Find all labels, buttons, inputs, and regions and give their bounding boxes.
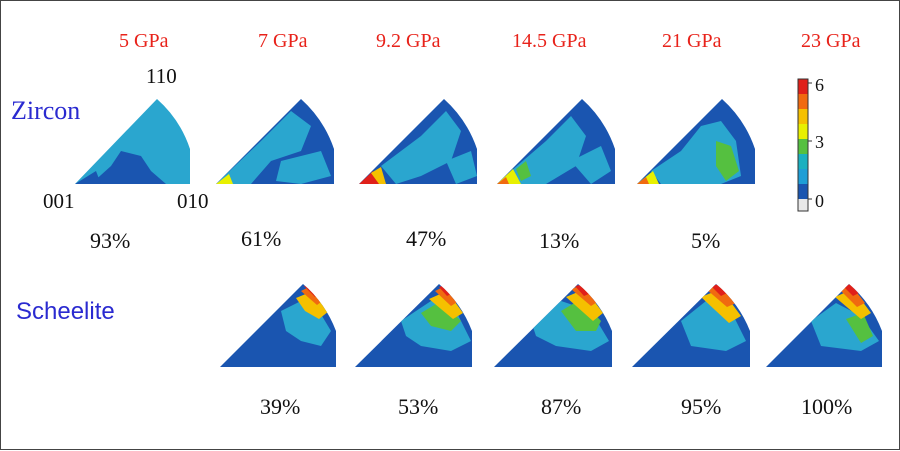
pressure-label-1: 5 GPa xyxy=(119,30,169,52)
pressure-label-3: 9.2 GPa xyxy=(376,30,441,52)
pressure-label-6: 23 GPa xyxy=(801,30,861,52)
pressure-label-4: 14.5 GPa xyxy=(512,30,587,52)
colorbar: 6 3 0 xyxy=(797,75,824,212)
scheelite-fraction-7gpa: 39% xyxy=(260,394,300,419)
ipf-scheelite-23gpa xyxy=(766,284,882,367)
phase-label-scheelite: Scheelite xyxy=(16,298,115,325)
scheelite-fraction-9.2gpa: 53% xyxy=(398,394,438,419)
ipf-zircon-7gpa xyxy=(216,99,334,184)
colorbar-tick-3: 3 xyxy=(815,132,824,152)
ipf-scheelite-21gpa xyxy=(632,284,750,367)
scheelite-fraction-21gpa: 95% xyxy=(681,394,721,419)
zircon-fraction-9.2gpa: 47% xyxy=(406,226,446,251)
zircon-fractions: 93% 61% 47% 13% 5% xyxy=(90,226,720,253)
phase-label-zircon: Zircon xyxy=(11,96,80,125)
zircon-fraction-14.5gpa: 13% xyxy=(539,228,579,253)
colorbar-tick-0: 0 xyxy=(815,191,824,211)
ipf-scheelite-9.2gpa xyxy=(355,284,472,367)
zircon-fraction-21gpa: 5% xyxy=(691,228,720,253)
scheelite-fraction-23gpa: 100% xyxy=(801,394,852,419)
ipf-zircon-14.5gpa xyxy=(497,99,615,184)
ipf-zircon-21gpa xyxy=(637,99,755,184)
zircon-fraction-5gpa: 93% xyxy=(90,228,130,253)
ipf-zircon-5gpa xyxy=(75,99,190,184)
ipf-zircon-9.2gpa xyxy=(359,99,477,184)
orientation-label-001: 001 xyxy=(43,189,75,213)
ipf-scheelite-14.5gpa xyxy=(494,284,612,367)
orientation-label-010: 010 xyxy=(177,189,209,213)
orientation-label-110: 110 xyxy=(146,64,177,88)
colorbar-tick-6: 6 xyxy=(815,75,824,95)
pressure-label-5: 21 GPa xyxy=(662,30,722,52)
pressure-label-2: 7 GPa xyxy=(258,30,308,52)
pressure-labels: 5 GPa 7 GPa 9.2 GPa 14.5 GPa 21 GPa 23 G… xyxy=(119,30,861,52)
scheelite-fraction-14.5gpa: 87% xyxy=(541,394,581,419)
zircon-fraction-7gpa: 61% xyxy=(241,226,281,251)
scheelite-fractions: 39% 53% 87% 95% 100% xyxy=(260,394,852,419)
orientation-labels: 110 001 010 xyxy=(43,64,209,213)
ipf-scheelite-7gpa xyxy=(220,284,336,367)
